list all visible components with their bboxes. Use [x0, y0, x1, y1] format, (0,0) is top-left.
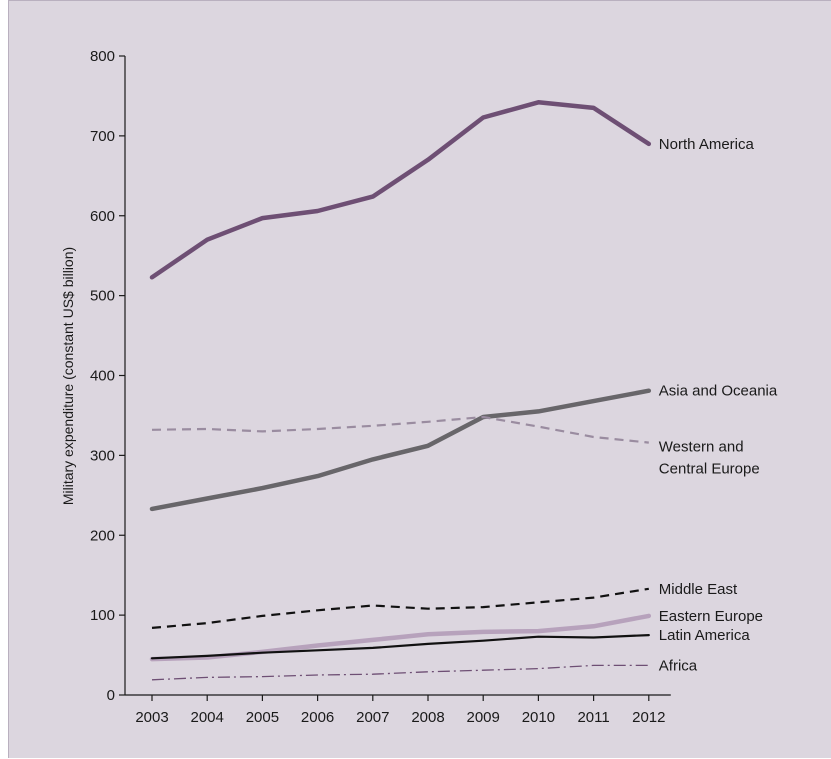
- x-tick-label: 2009: [467, 709, 500, 726]
- series-label: Latin America: [659, 627, 751, 644]
- series-label: Eastern Europe: [659, 608, 763, 625]
- series-labels: North America Asia and Oceania Western and…: [659, 136, 778, 675]
- y-tick-label: 600: [90, 208, 115, 225]
- x-tick-label: 2007: [356, 709, 389, 726]
- y-tick-label: 500: [90, 288, 115, 305]
- x-tick-label: 2004: [191, 709, 224, 726]
- series-line-middle-east: [151, 587, 649, 629]
- y-tick-label: 0: [107, 687, 115, 704]
- series-line-africa: [151, 664, 649, 681]
- y-tick-label: 400: [90, 368, 115, 385]
- series-label: North America: [659, 136, 755, 153]
- x-tick-label: 2005: [246, 709, 279, 726]
- x-tick-label: 2011: [577, 709, 609, 726]
- series-label: Asia and Oceania: [659, 383, 778, 400]
- x-tick-label: 2008: [411, 709, 444, 726]
- x-tick-label: 2006: [301, 709, 334, 726]
- series-line-latin-america: [150, 633, 650, 660]
- y-tick-label: 300: [90, 447, 115, 464]
- x-tick-label: 2003: [135, 709, 168, 726]
- y-axis-title: Military expenditure (constant US$ billi…: [60, 247, 76, 505]
- series-line-asia-and-oceania: [149, 388, 652, 512]
- y-axis: 0 100 200 300 400 500 600 700 800: [90, 48, 126, 704]
- y-tick-label: 200: [90, 527, 115, 544]
- x-tick-label: 2010: [522, 709, 555, 726]
- series-label: Africa: [659, 657, 698, 674]
- series-label: Middle East: [659, 581, 738, 598]
- y-tick-label: 800: [90, 48, 115, 65]
- y-tick-label: 700: [90, 128, 115, 145]
- y-tick-label: 100: [90, 607, 115, 624]
- x-tick-label: 2012: [632, 709, 665, 726]
- chart-panel: 0 100 200 300 400 500 600 700 800 2003 2004 2005 20…: [8, 0, 831, 758]
- series-line-western-and-central-europe: [151, 415, 649, 444]
- x-axis: 2003 2004 2005 2006 2007 2008 2009 2010 2011 2012: [125, 694, 671, 726]
- series-label: Western and Central Europe: [659, 439, 760, 478]
- series-lines: [149, 100, 652, 681]
- series-line-north-america: [149, 100, 652, 280]
